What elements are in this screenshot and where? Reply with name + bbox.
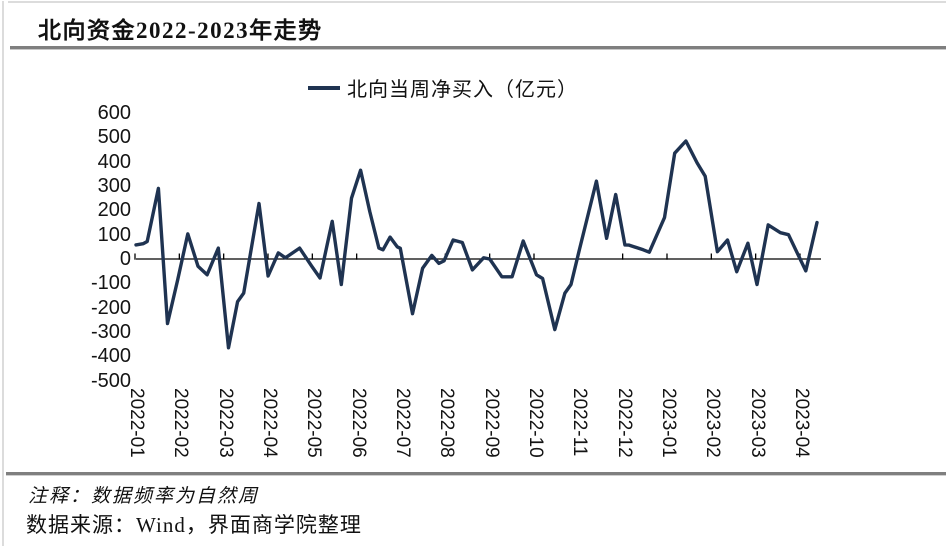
- x-axis-tick-label: 2022-08: [436, 388, 458, 458]
- y-axis-tick-label: 300: [97, 175, 131, 197]
- y-axis-tick-label: -400: [90, 345, 131, 368]
- x-axis-tick-label: 2022-05: [303, 388, 325, 458]
- x-axis-tick-label: 2023-03: [746, 388, 768, 458]
- y-axis-tick-label: 100: [97, 223, 131, 246]
- x-axis-tick-label: 2022-07: [391, 388, 413, 458]
- x-axis-tick-label: 2022-02: [170, 388, 192, 458]
- y-axis-tick-label: 500: [97, 126, 131, 149]
- y-axis-tick-label: -500: [90, 369, 131, 392]
- y-axis-tick-label: 600: [97, 102, 131, 124]
- y-axis-tick-label: 0: [119, 248, 131, 270]
- x-axis-tick-label: 2022-04: [258, 388, 280, 458]
- y-axis-tick-label: 400: [97, 150, 131, 173]
- x-axis-tick-label: 2023-02: [702, 388, 724, 458]
- y-axis-tick-label: -100: [90, 272, 131, 295]
- legend-label: 北向当周净买入（亿元）: [347, 79, 578, 101]
- x-axis-tick-label: 2022-06: [347, 388, 369, 458]
- x-axis-tick-label: 2022-12: [613, 388, 635, 458]
- x-axis-tick-label: 2023-01: [657, 388, 679, 458]
- x-axis-tick-label: 2022-10: [524, 388, 546, 458]
- x-axis-tick-label: 2023-04: [790, 388, 812, 458]
- top-border-rule: [8, 1, 946, 3]
- series-line-northbound-weekly-net-buy: [134, 139, 819, 350]
- y-axis-tick-label: -300: [90, 320, 131, 343]
- footer-divider: [6, 472, 946, 476]
- x-axis-tick-label: 2022-03: [214, 388, 236, 458]
- legend-line-swatch: [308, 85, 340, 90]
- x-axis-tick-label: 2022-09: [480, 388, 502, 458]
- left-border-rule: [2, 1, 4, 546]
- chart-legend: 北向当周净买入（亿元）: [308, 73, 578, 102]
- x-axis-tick-label: 2022-01: [126, 388, 147, 458]
- page-title: 北向资金2022-2023年走势: [38, 18, 323, 43]
- y-axis-tick-label: 200: [97, 199, 131, 222]
- x-axis-tick-label: 2022-11: [569, 388, 591, 457]
- y-axis-tick-label: -200: [90, 296, 131, 319]
- title-divider: [10, 46, 946, 50]
- footnote-frequency: 注释：数据频率为自然周: [28, 486, 260, 507]
- footnote-source: 数据来源：Wind，界面商学院整理: [26, 513, 362, 537]
